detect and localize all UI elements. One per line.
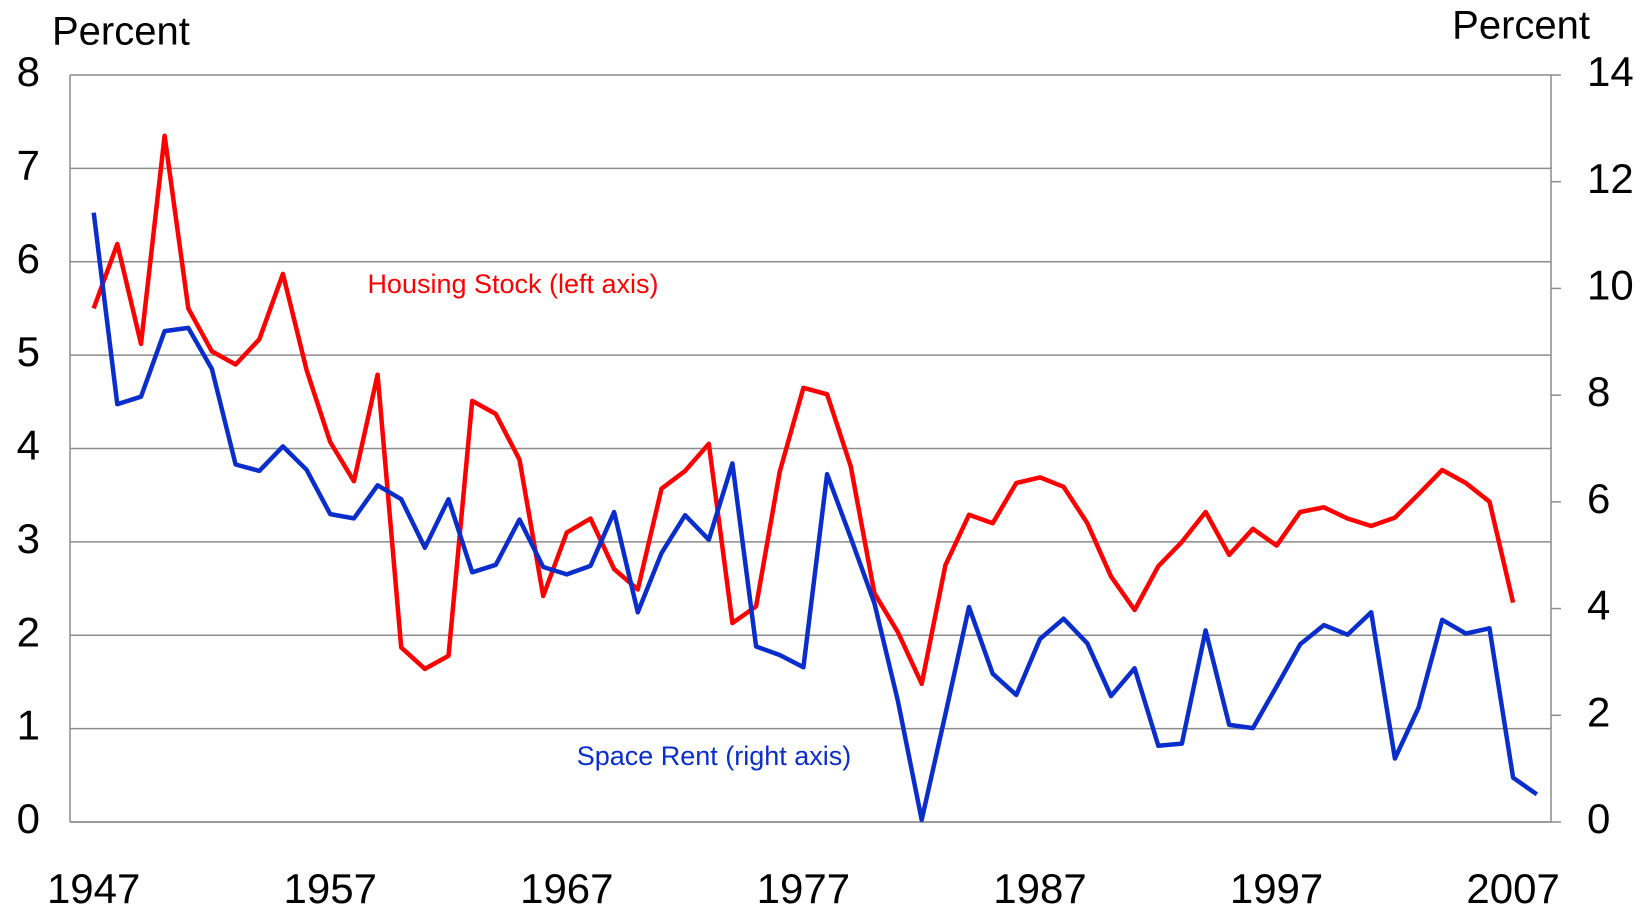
y-tick-label: 1 xyxy=(17,702,40,749)
y2-tick-label: 10 xyxy=(1587,262,1634,309)
x-tick-label: 1947 xyxy=(47,865,140,912)
y-axis-title: Percent xyxy=(52,10,190,54)
y-tick-label: 3 xyxy=(17,515,40,562)
y-tick-label: 0 xyxy=(17,795,40,842)
x-tick-label: 1967 xyxy=(520,865,613,912)
annotation: Housing Stock (left axis) xyxy=(367,269,658,299)
y-tick-label: 5 xyxy=(17,328,40,375)
x-tick-label: 1977 xyxy=(757,865,850,912)
series-line xyxy=(91,133,1516,687)
y2-tick-label: 12 xyxy=(1587,155,1634,202)
x-tick-label: 1997 xyxy=(1230,865,1323,912)
y-tick-label: 4 xyxy=(17,422,40,469)
y2-tick-label: 8 xyxy=(1587,368,1610,415)
y2-tick-label: 0 xyxy=(1587,795,1610,842)
y2-tick-label: 4 xyxy=(1587,582,1610,629)
series-line xyxy=(91,212,1539,823)
annotation: Space Rent (right axis) xyxy=(577,741,852,771)
y2-tick-label: 14 xyxy=(1587,48,1634,95)
x-tick-label: 1957 xyxy=(284,865,377,912)
y-tick-label: 7 xyxy=(17,141,40,188)
y-tick-label: 8 xyxy=(17,48,40,95)
y2-tick-label: 2 xyxy=(1587,688,1610,735)
x-tick-label: 2007 xyxy=(1466,865,1559,912)
x-tick-label: 1987 xyxy=(993,865,1086,912)
y-tick-label: 2 xyxy=(17,608,40,655)
y2-tick-label: 6 xyxy=(1587,475,1610,522)
y-tick-label: 6 xyxy=(17,235,40,282)
y2-axis-title: Percent xyxy=(1452,4,1590,48)
